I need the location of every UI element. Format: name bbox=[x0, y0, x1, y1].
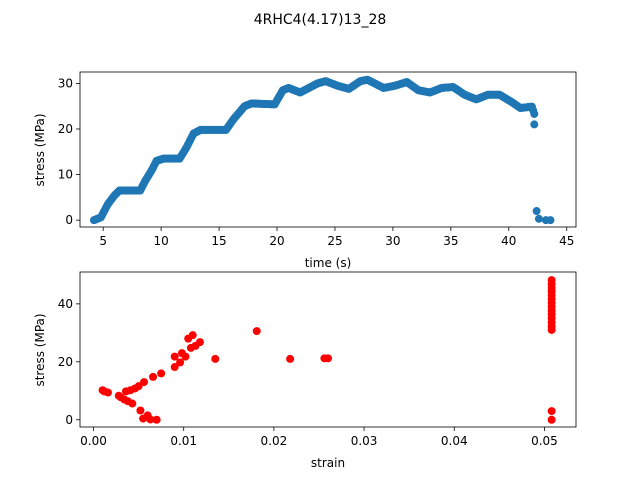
time-plot: 5 10 15 20 25 30 35 40 45 0 10 20 30 time (s) stres… bbox=[33, 71, 577, 270]
strain-plot-point bbox=[188, 331, 197, 340]
strain-plot-point bbox=[157, 369, 166, 378]
time-plot-y-tick-label: 0 bbox=[65, 213, 73, 227]
time-plot-x-tick-label: 30 bbox=[385, 234, 400, 248]
time-plot-x-ticks: 5 10 15 20 25 30 35 40 45 bbox=[99, 227, 574, 248]
time-plot-point bbox=[530, 120, 539, 129]
strain-plot-point bbox=[324, 354, 332, 363]
time-plot-y-tick-label: 30 bbox=[58, 76, 73, 90]
time-plot-point bbox=[546, 216, 555, 225]
strain-plot-point bbox=[128, 399, 137, 408]
strain-plot-points bbox=[98, 276, 556, 424]
strain-plot-y-label: stress (MPa) bbox=[33, 313, 47, 386]
strain-plot-y-tick-label: 40 bbox=[58, 297, 73, 311]
strain-plot-x-tick-label: 0.05 bbox=[531, 434, 558, 448]
strain-plot-x-tick-label: 0.02 bbox=[261, 434, 288, 448]
time-plot-y-ticks: 0 10 20 30 bbox=[58, 76, 80, 227]
time-plot-x-tick-label: 45 bbox=[559, 234, 574, 248]
strain-plot-x-label: strain bbox=[311, 456, 345, 470]
time-plot-frame bbox=[79, 71, 577, 228]
time-plot-x-tick-label: 10 bbox=[153, 234, 168, 248]
strain-plot-y-tick-label: 20 bbox=[58, 355, 73, 369]
strain-plot-point bbox=[170, 352, 179, 361]
strain-plot-point bbox=[195, 338, 204, 347]
time-plot-y-label: stress (MPa) bbox=[33, 113, 47, 186]
strain-plot-point bbox=[149, 372, 158, 381]
strain-plot-y-ticks: 0 20 40 bbox=[58, 297, 80, 427]
time-plot-point bbox=[532, 207, 541, 216]
strain-plot-point bbox=[136, 406, 145, 415]
time-plot-y-tick-label: 20 bbox=[58, 122, 73, 136]
figure-title: 4RHC4(4.17)13_28 bbox=[254, 12, 387, 28]
strain-plot-x-tick-label: 0.04 bbox=[441, 434, 468, 448]
strain-plot-point bbox=[146, 415, 155, 424]
strain-plot-x-tick-label: 0.01 bbox=[170, 434, 197, 448]
strain-plot-point bbox=[211, 354, 220, 363]
strain-plot-point bbox=[547, 276, 556, 285]
strain-plot: 0.00 0.01 0.02 0.03 0.04 0.05 0 20 40 strain st… bbox=[33, 271, 577, 470]
time-plot-x-tick-label: 35 bbox=[443, 234, 458, 248]
time-plot-x-tick-label: 20 bbox=[269, 234, 284, 248]
strain-plot-point bbox=[152, 415, 161, 424]
strain-plot-x-tick-label: 0.03 bbox=[351, 434, 378, 448]
strain-plot-point bbox=[547, 407, 556, 416]
strain-plot-point bbox=[547, 415, 556, 424]
time-plot-x-tick-label: 40 bbox=[501, 234, 516, 248]
strain-plot-point bbox=[176, 358, 185, 367]
strain-plot-point bbox=[140, 378, 149, 387]
strain-plot-point bbox=[170, 363, 179, 372]
strain-plot-point bbox=[103, 388, 112, 397]
strain-plot-point bbox=[286, 354, 295, 363]
time-plot-x-tick-label: 15 bbox=[211, 234, 226, 248]
strain-plot-y-tick-label: 0 bbox=[65, 413, 73, 427]
strain-plot-frame bbox=[79, 271, 577, 428]
strain-plot-point bbox=[252, 327, 261, 336]
time-plot-x-tick-label: 5 bbox=[99, 234, 107, 248]
strain-plot-x-ticks: 0.00 0.01 0.02 0.03 0.04 0.05 bbox=[80, 427, 558, 448]
time-plot-x-tick-label: 25 bbox=[327, 234, 342, 248]
time-plot-x-label: time (s) bbox=[305, 256, 352, 270]
time-plot-point bbox=[530, 109, 539, 118]
time-plot-y-tick-label: 10 bbox=[58, 168, 73, 182]
time-plot-points bbox=[89, 75, 555, 225]
strain-plot-point bbox=[181, 352, 190, 361]
strain-plot-x-tick-label: 0.00 bbox=[80, 434, 107, 448]
time-plot-point bbox=[534, 214, 543, 223]
